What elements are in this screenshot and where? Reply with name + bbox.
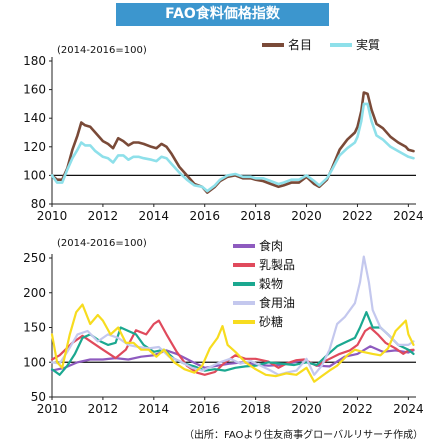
y-tick-label: 140 bbox=[23, 111, 46, 125]
source-note: （出所：FAOより住友商事グローバルリサーチ作成） bbox=[184, 430, 424, 441]
y-tick-label: 150 bbox=[23, 321, 46, 335]
x-tick-label: 2010 bbox=[37, 209, 68, 223]
base-period-note: (2014-2016=100) bbox=[57, 238, 147, 249]
series-line-4 bbox=[50, 255, 415, 376]
nominal-real-index-chart: (2014-2016=100) 80 100 120 140 160 180 2010 2012… bbox=[23, 37, 424, 223]
x-tick-label: 2018 bbox=[240, 209, 271, 223]
x-tick-label: 2014 bbox=[139, 209, 170, 223]
y-tick-label: 120 bbox=[23, 140, 46, 154]
y-tick-label: 160 bbox=[23, 83, 46, 97]
legend-label: 食用油 bbox=[259, 295, 295, 310]
x-tick-label: 2022 bbox=[342, 209, 373, 223]
commodity-index-chart: (2014-2016=100) 50 100 150 200 250 2010 2012 201… bbox=[23, 238, 424, 416]
x-tick-label: 2024 bbox=[393, 209, 424, 223]
x-tick-label: 2018 bbox=[240, 402, 271, 416]
y-tick-label: 250 bbox=[23, 251, 46, 265]
x-tick-label: 2022 bbox=[342, 402, 373, 416]
y-tick-label: 100 bbox=[23, 168, 46, 182]
y-tick-label: 100 bbox=[23, 355, 46, 369]
legend-label: 実質 bbox=[356, 37, 380, 52]
legend-label: 乳製品 bbox=[259, 258, 295, 272]
y-tick-label: 50 bbox=[31, 390, 46, 404]
y-tick-label: 80 bbox=[31, 197, 46, 211]
x-tick-label: 2012 bbox=[88, 209, 119, 223]
x-tick-label: 2012 bbox=[88, 402, 119, 416]
series-line-3 bbox=[50, 311, 415, 376]
y-tick-label: 200 bbox=[23, 286, 46, 300]
x-tick-label: 2020 bbox=[291, 402, 322, 416]
series-line-5 bbox=[50, 303, 415, 383]
x-tick-label: 2016 bbox=[189, 402, 220, 416]
y-tick-label: 180 bbox=[23, 54, 46, 68]
chart-title: FAO食料価格指数 bbox=[116, 3, 329, 26]
x-tick-label: 2010 bbox=[37, 402, 68, 416]
legend-label: 名目 bbox=[288, 37, 312, 52]
x-tick-label: 2014 bbox=[139, 402, 170, 416]
series-line-1 bbox=[50, 91, 415, 194]
legend-label: 砂糖 bbox=[259, 314, 283, 329]
legend-label: 食肉 bbox=[259, 238, 283, 253]
x-tick-label: 2016 bbox=[189, 209, 220, 223]
series-line-2 bbox=[50, 102, 415, 193]
x-tick-label: 2020 bbox=[291, 209, 322, 223]
base-period-note: (2014-2016=100) bbox=[57, 45, 147, 56]
x-tick-label: 2024 bbox=[393, 402, 424, 416]
legend-label: 穀物 bbox=[259, 277, 283, 291]
